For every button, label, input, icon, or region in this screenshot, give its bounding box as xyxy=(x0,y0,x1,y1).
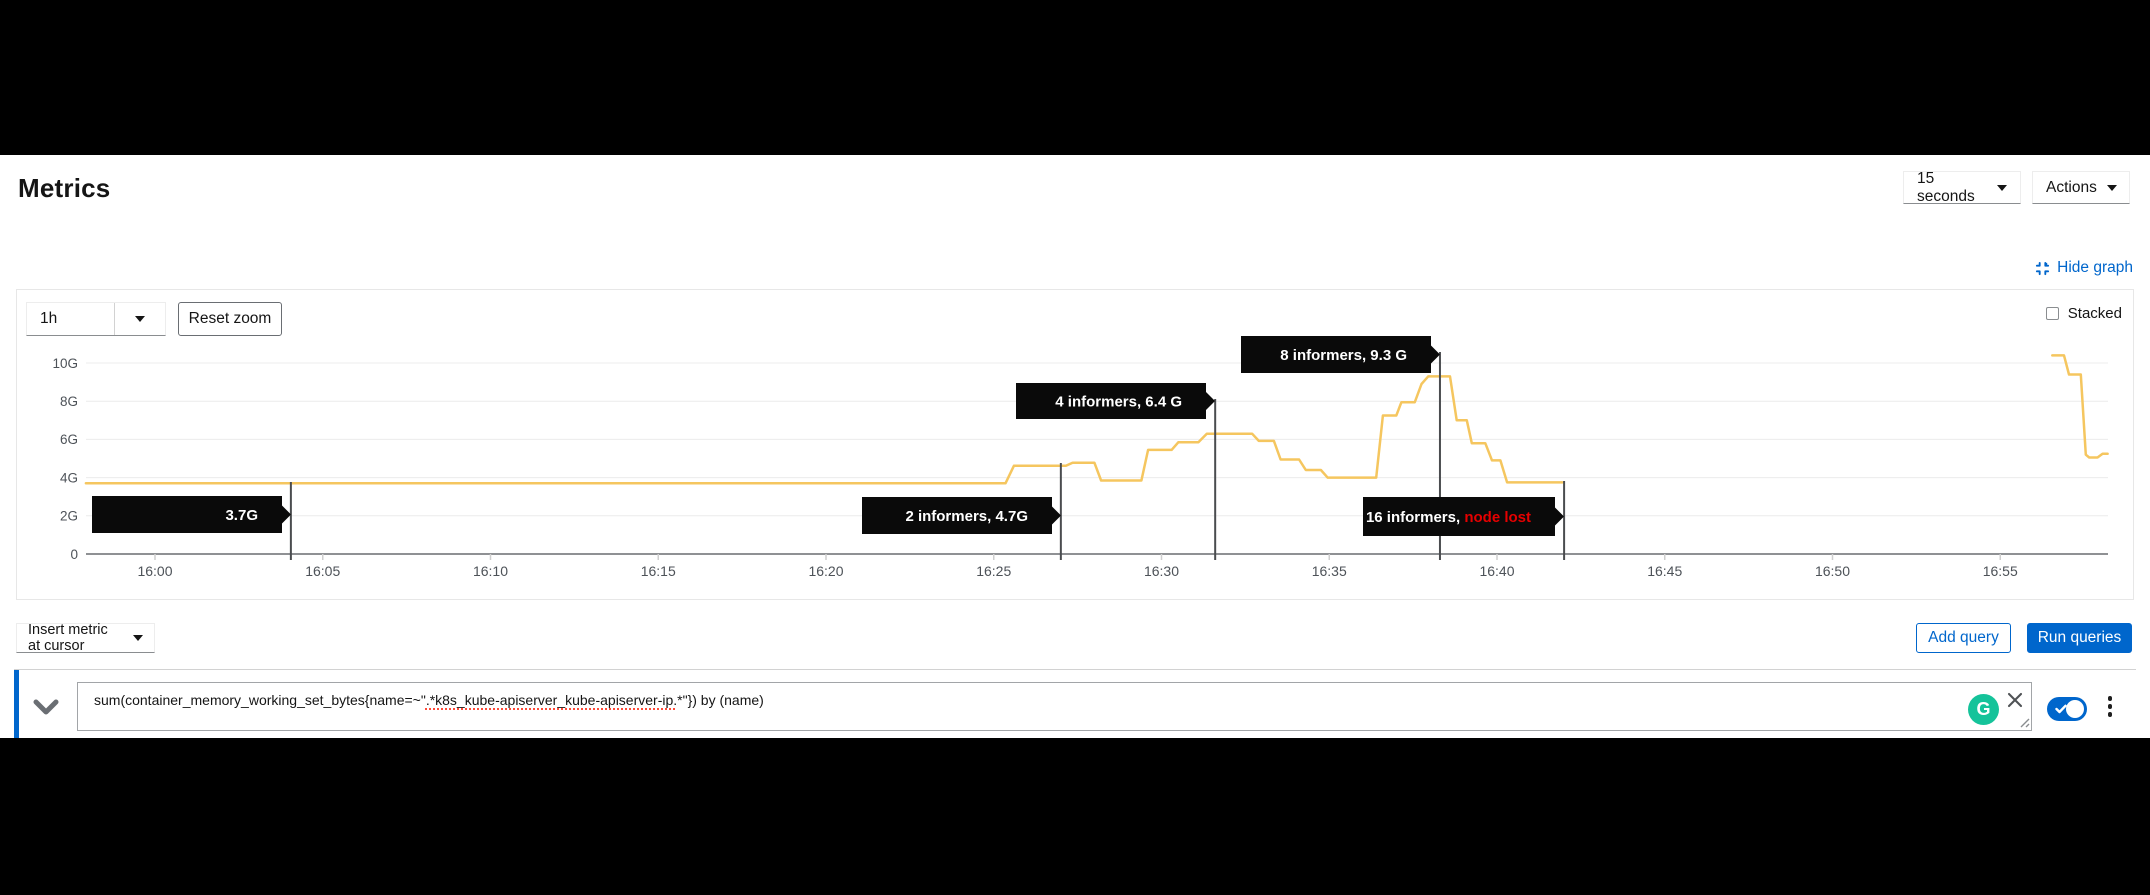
timespan-dropdown[interactable]: 1h xyxy=(26,302,166,336)
page-title: Metrics xyxy=(18,173,111,203)
clear-query-button[interactable] xyxy=(2006,691,2024,709)
add-query-label: Add query xyxy=(1928,629,1999,646)
refresh-interval-dropdown[interactable]: 15 seconds xyxy=(1903,169,2021,205)
query-enabled-toggle[interactable] xyxy=(2047,697,2087,721)
query-input[interactable]: sum(container_memory_working_set_bytes{n… xyxy=(77,682,2032,731)
timespan-caret-zone xyxy=(114,303,165,335)
kebab-icon xyxy=(2107,712,2113,717)
stacked-label: Stacked xyxy=(2067,305,2122,322)
reset-zoom-label: Reset zoom xyxy=(188,310,272,327)
run-queries-button[interactable]: Run queries xyxy=(2027,623,2132,653)
hide-graph-label: Hide graph xyxy=(2057,259,2133,276)
resize-handle[interactable] xyxy=(2018,716,2030,728)
metrics-page: Metrics 15 seconds Actions Hide graph 1h… xyxy=(0,155,2150,738)
compress-icon xyxy=(2036,261,2050,275)
check-icon xyxy=(2055,704,2067,714)
grammarly-letter: G xyxy=(1976,699,1991,719)
chevron-down-icon xyxy=(33,699,59,715)
query-text-before: sum(container_memory_working_set_bytes{n… xyxy=(94,692,426,708)
stacked-control: Stacked xyxy=(2045,305,2122,322)
reset-zoom-button[interactable]: Reset zoom xyxy=(178,302,282,336)
caret-down-icon xyxy=(2106,184,2117,191)
caret-down-icon xyxy=(1997,184,2007,191)
resize-grip-icon xyxy=(2020,718,2030,728)
query-accent-bar xyxy=(14,670,19,738)
caret-down-icon xyxy=(133,635,143,641)
insert-metric-label: Insert metric at cursor xyxy=(28,622,108,654)
query-text-after: *"}) by (name) xyxy=(677,692,764,708)
add-query-button[interactable]: Add query xyxy=(1916,623,2011,653)
hide-graph-link[interactable]: Hide graph xyxy=(2035,259,2133,277)
insert-metric-dropdown[interactable]: Insert metric at cursor xyxy=(16,622,155,654)
query-text-flagged: .*k8s_kube-apiserver_kube-apiserver-ip. xyxy=(425,692,678,708)
kebab-icon xyxy=(2107,704,2113,709)
collapse-query-button[interactable] xyxy=(33,699,59,715)
grammarly-icon[interactable]: G xyxy=(1968,694,1999,725)
caret-down-icon xyxy=(135,316,145,322)
kebab-icon xyxy=(2107,696,2113,701)
timespan-value: 1h xyxy=(40,310,58,327)
graph-card: 1h Reset zoom Stacked xyxy=(16,289,2134,600)
stacked-checkbox[interactable] xyxy=(2045,307,2059,320)
run-queries-label: Run queries xyxy=(2037,629,2122,646)
close-icon xyxy=(2007,692,2023,708)
toggle-knob xyxy=(2066,700,2084,718)
refresh-interval-value: 15 seconds xyxy=(1917,169,1975,205)
actions-dropdown[interactable]: Actions xyxy=(2032,171,2130,204)
query-row: sum(container_memory_working_set_bytes{n… xyxy=(14,669,2136,738)
actions-label: Actions xyxy=(2046,178,2097,196)
kebab-menu-button[interactable] xyxy=(2100,694,2120,720)
